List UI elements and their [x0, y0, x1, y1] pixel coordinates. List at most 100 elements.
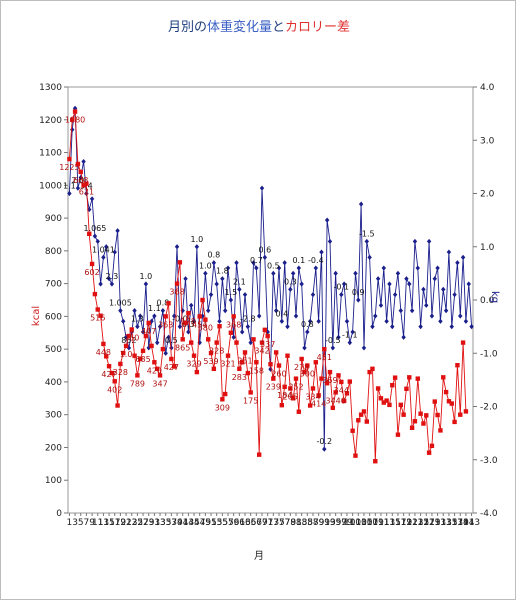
x-tick-label: 81 — [290, 518, 301, 528]
data-point-square — [146, 320, 151, 326]
data-label: 328 — [209, 347, 224, 356]
right-tick-label: -3.0 — [480, 456, 498, 466]
x-tick-label: 5 — [78, 518, 84, 528]
left-tick-label: 1200 — [39, 116, 62, 126]
data-point-diamond — [350, 329, 355, 335]
data-point-square — [353, 453, 358, 458]
data-point-square — [81, 183, 86, 188]
data-point-diamond — [152, 313, 157, 319]
right-tick-label: -1.0 — [480, 349, 498, 359]
data-point-square — [438, 428, 443, 433]
data-point-square — [112, 379, 117, 384]
data-point-square — [341, 398, 347, 404]
data-point-diamond — [177, 324, 183, 330]
x-tick-label: 69 — [256, 518, 268, 528]
data-label: 1.005 — [109, 299, 132, 308]
data-point-square — [123, 343, 129, 349]
series-layer: 1.12.03.41.0651.0412.31.0058521.31.01.10… — [59, 105, 474, 464]
data-point-diamond — [273, 308, 279, 314]
left-tick-label: 600 — [45, 312, 62, 322]
data-point-diamond — [276, 265, 282, 271]
x-tick-label: 87 — [307, 518, 318, 528]
data-point-square — [259, 340, 265, 345]
data-label: 2.0 — [72, 176, 85, 185]
data-point-square — [435, 412, 440, 418]
x-tick-label: 3 — [72, 518, 78, 528]
data-label: -0.2 — [317, 437, 333, 446]
data-point-square — [98, 313, 103, 318]
x-tick-label: 127 — [418, 518, 435, 528]
data-point-diamond — [254, 265, 259, 271]
data-point-diamond — [95, 238, 100, 245]
data-label: 516 — [90, 314, 105, 323]
data-point-square — [412, 419, 418, 424]
data-label: 369 — [322, 376, 337, 385]
data-point-square — [265, 333, 270, 339]
data-point-diamond — [197, 340, 202, 346]
data-point-diamond — [458, 313, 463, 319]
data-point-square — [75, 161, 81, 167]
data-point-diamond — [435, 265, 440, 271]
data-point-diamond — [194, 244, 200, 250]
data-point-diamond — [239, 329, 245, 335]
x-tick-label: 17 — [109, 518, 120, 528]
data-point-diamond — [89, 196, 95, 202]
data-label: 865 — [175, 343, 190, 352]
data-point-diamond — [135, 324, 140, 330]
x-tick-label: 47 — [194, 518, 205, 528]
data-label: -2.8 — [240, 315, 256, 324]
data-label: 205 — [283, 392, 298, 401]
data-label: 158 — [249, 366, 264, 375]
x-tick-label: 141 — [457, 518, 474, 528]
x-tick-label: 73 — [268, 518, 279, 528]
data-point-square — [449, 401, 454, 406]
data-point-diamond — [222, 308, 228, 314]
data-label: -0.5 — [325, 336, 341, 345]
data-point-diamond — [353, 270, 358, 276]
data-point-diamond — [118, 308, 123, 314]
data-point-square — [296, 409, 302, 414]
x-tick-label: 57 — [222, 518, 233, 528]
data-point-diamond — [268, 366, 273, 372]
x-tick-label: 13 — [98, 518, 109, 528]
data-point-square — [333, 390, 338, 395]
data-label: 251 — [237, 356, 252, 365]
data-point-square — [415, 376, 420, 381]
data-label: 0.8 — [157, 299, 170, 308]
data-point-square — [302, 369, 307, 375]
data-point-diamond — [288, 286, 293, 292]
data-point-diamond — [166, 334, 171, 340]
data-point-square — [203, 317, 208, 322]
data-point-diamond — [460, 254, 466, 260]
data-point-diamond — [123, 334, 129, 340]
data-point-diamond — [217, 318, 222, 324]
data-point-diamond — [319, 249, 324, 255]
x-tick-label: 31 — [149, 518, 160, 528]
x-tick-label: 39 — [171, 518, 183, 528]
data-point-diamond — [392, 292, 398, 298]
data-point-diamond — [466, 281, 471, 287]
data-point-diamond — [143, 281, 149, 287]
data-point-square — [424, 413, 429, 418]
x-tick-label: 75 — [273, 518, 284, 528]
data-point-diamond — [67, 190, 72, 197]
data-point-square — [327, 369, 333, 375]
data-label: 0.6 — [258, 245, 271, 254]
data-point-diamond — [455, 260, 460, 266]
data-point-square — [421, 421, 426, 426]
data-point-square — [384, 398, 389, 403]
data-point-square — [251, 337, 256, 342]
data-point-diamond — [220, 276, 225, 282]
data-label: 427 — [164, 363, 179, 372]
data-point-square — [67, 156, 72, 162]
data-point-square — [89, 261, 95, 267]
x-tick-label: 67 — [251, 518, 262, 528]
chart-title-part: 月別の — [168, 20, 207, 35]
data-point-square — [441, 375, 446, 380]
data-label: 300 — [300, 370, 315, 379]
data-label: 329 — [186, 360, 201, 369]
data-point-diamond — [121, 318, 126, 324]
data-point-square — [104, 354, 109, 359]
data-point-diamond — [398, 308, 403, 314]
data-point-diamond — [248, 340, 253, 346]
